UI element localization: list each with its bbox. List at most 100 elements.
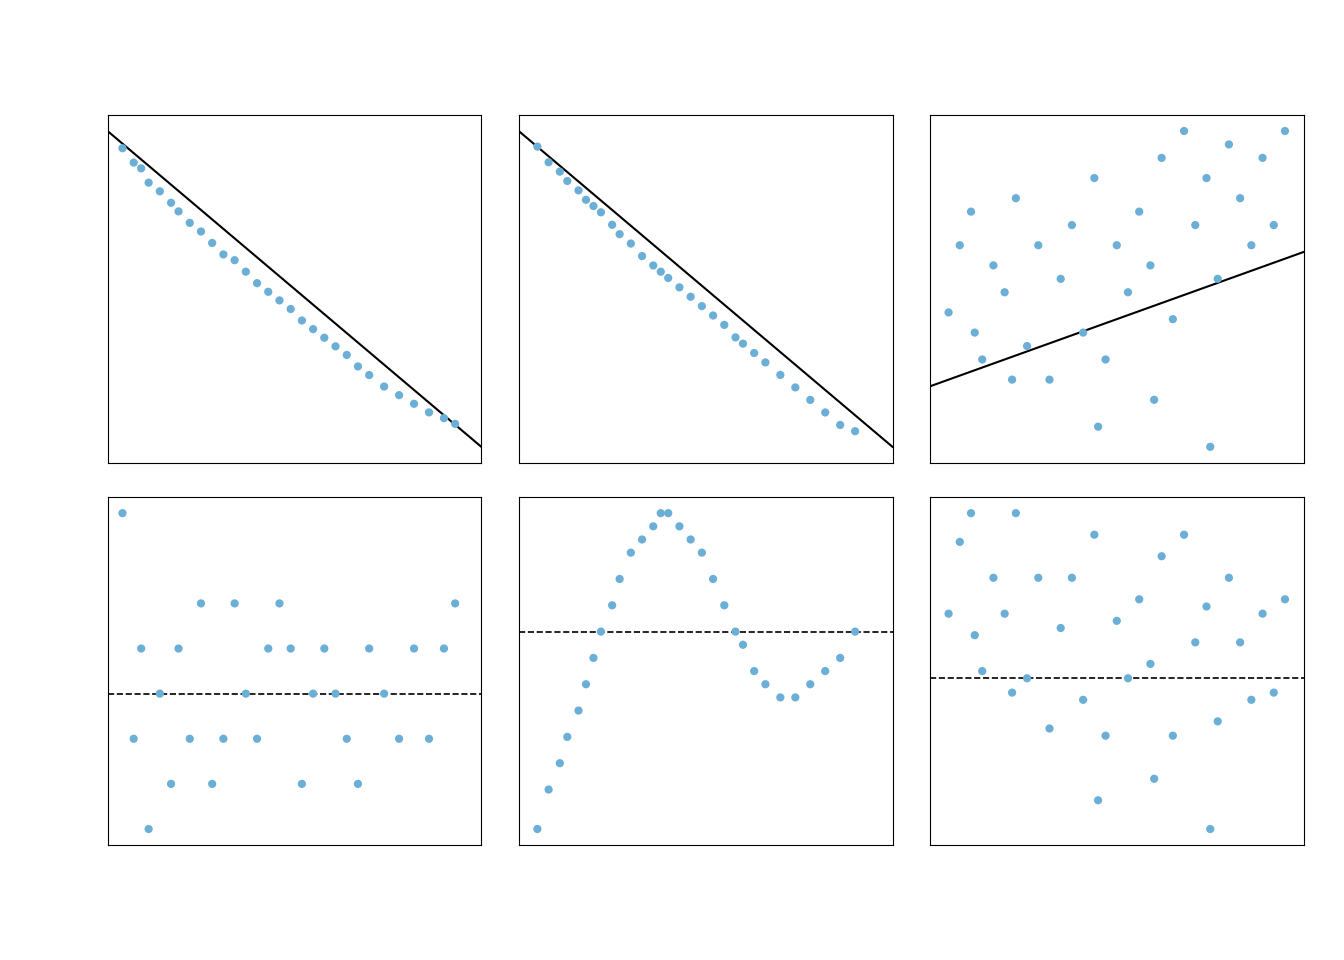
- Point: [972, 351, 993, 367]
- Point: [1241, 692, 1262, 708]
- Point: [325, 339, 347, 354]
- Point: [202, 235, 223, 251]
- Point: [433, 641, 454, 657]
- Point: [1095, 728, 1117, 743]
- Point: [770, 689, 792, 705]
- Point: [814, 405, 836, 420]
- Point: [1184, 217, 1206, 232]
- Point: [657, 506, 679, 521]
- Point: [575, 677, 597, 692]
- Point: [280, 641, 301, 657]
- Point: [1087, 793, 1109, 808]
- Point: [575, 192, 597, 207]
- Point: [972, 663, 993, 679]
- Point: [388, 388, 410, 403]
- Point: [1073, 324, 1094, 340]
- Point: [1028, 237, 1050, 252]
- Point: [743, 346, 765, 361]
- Point: [179, 215, 200, 230]
- Point: [292, 313, 313, 328]
- Point: [609, 571, 630, 587]
- Point: [313, 330, 335, 346]
- Point: [1263, 217, 1285, 232]
- Point: [1144, 771, 1165, 786]
- Point: [1129, 591, 1150, 607]
- Point: [1218, 136, 1239, 152]
- Point: [691, 545, 712, 561]
- Point: [703, 308, 724, 324]
- Point: [374, 379, 395, 395]
- Point: [388, 732, 410, 747]
- Point: [302, 322, 324, 337]
- Point: [724, 624, 746, 639]
- Point: [844, 423, 866, 439]
- Point: [650, 264, 672, 279]
- Point: [814, 663, 836, 679]
- Point: [1173, 123, 1195, 138]
- Point: [829, 418, 851, 433]
- Point: [556, 174, 578, 189]
- Point: [938, 606, 960, 621]
- Point: [1001, 372, 1023, 387]
- Point: [1117, 671, 1138, 686]
- Point: [1274, 591, 1296, 607]
- Point: [960, 506, 981, 521]
- Point: [359, 641, 380, 657]
- Point: [1218, 570, 1239, 586]
- Point: [982, 257, 1004, 273]
- Point: [122, 155, 144, 170]
- Point: [1196, 599, 1218, 614]
- Point: [601, 598, 622, 613]
- Point: [556, 730, 578, 745]
- Point: [160, 195, 181, 210]
- Point: [657, 271, 679, 286]
- Point: [130, 641, 152, 657]
- Point: [1263, 684, 1285, 700]
- Point: [292, 777, 313, 792]
- Point: [650, 506, 672, 521]
- Point: [538, 781, 559, 797]
- Point: [1028, 570, 1050, 586]
- Point: [527, 822, 548, 837]
- Point: [374, 686, 395, 702]
- Point: [1230, 190, 1251, 205]
- Point: [567, 182, 589, 198]
- Point: [1196, 170, 1218, 185]
- Point: [149, 686, 171, 702]
- Point: [1050, 271, 1071, 286]
- Point: [1083, 170, 1105, 185]
- Point: [620, 545, 641, 561]
- Point: [1140, 657, 1161, 672]
- Point: [993, 284, 1016, 300]
- Point: [1005, 506, 1027, 521]
- Point: [418, 405, 439, 420]
- Point: [755, 677, 777, 692]
- Point: [601, 217, 622, 232]
- Point: [1087, 419, 1109, 434]
- Point: [800, 677, 821, 692]
- Point: [732, 637, 754, 653]
- Point: [1062, 217, 1083, 232]
- Point: [347, 359, 368, 374]
- Point: [418, 732, 439, 747]
- Point: [1117, 284, 1138, 300]
- Point: [1005, 190, 1027, 205]
- Point: [433, 411, 454, 426]
- Point: [1073, 692, 1094, 708]
- Point: [359, 368, 380, 383]
- Point: [168, 641, 190, 657]
- Point: [714, 598, 735, 613]
- Point: [1095, 351, 1117, 367]
- Point: [620, 236, 641, 252]
- Point: [785, 380, 806, 396]
- Point: [179, 732, 200, 747]
- Point: [149, 183, 171, 199]
- Point: [1199, 439, 1220, 454]
- Point: [246, 732, 267, 747]
- Point: [669, 279, 691, 295]
- Point: [168, 204, 190, 219]
- Point: [235, 264, 257, 279]
- Point: [138, 175, 160, 190]
- Point: [949, 534, 970, 549]
- Point: [755, 355, 777, 371]
